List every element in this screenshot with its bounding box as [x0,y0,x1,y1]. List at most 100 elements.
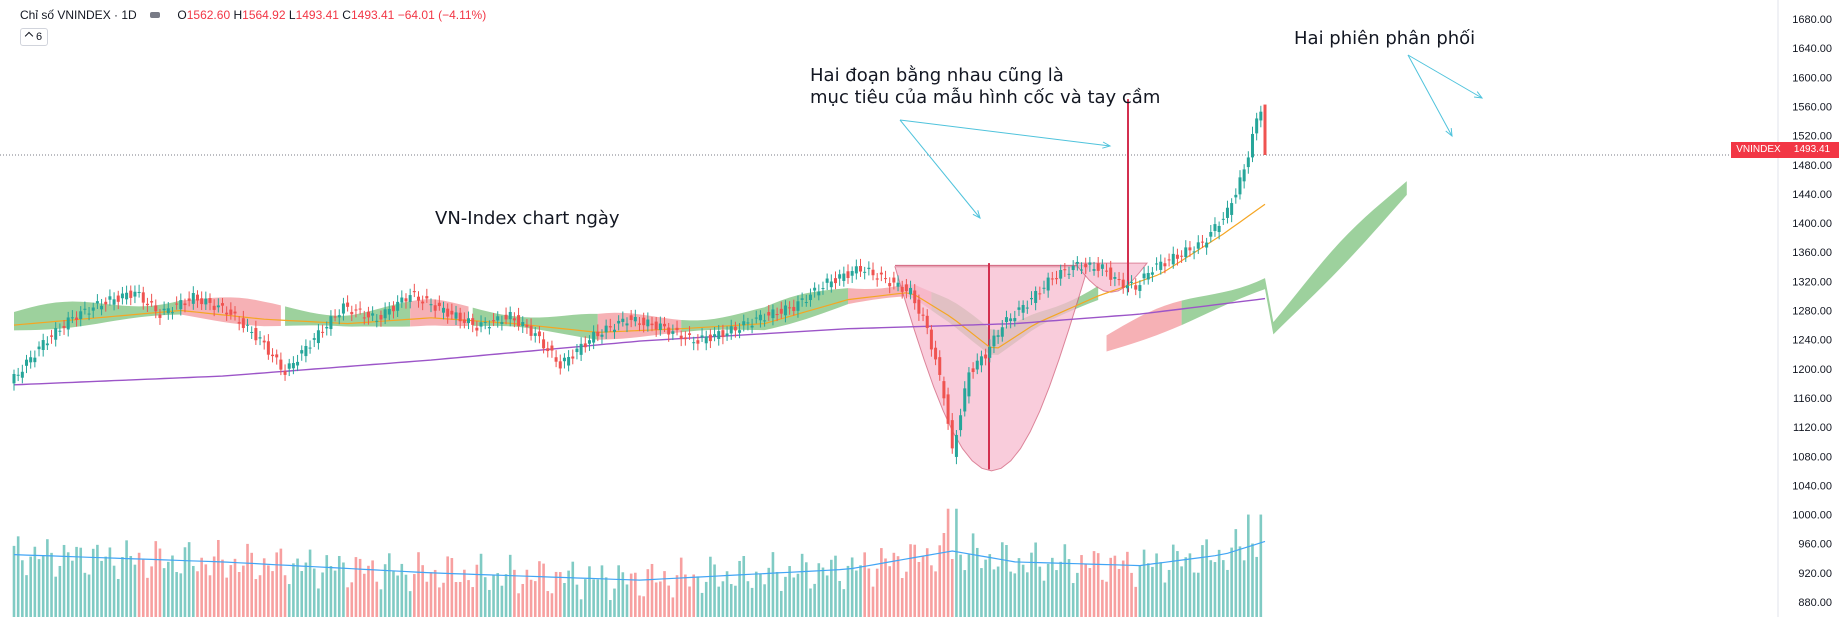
candle-body [1125,285,1129,289]
volume-bar [596,579,600,617]
flag-icon[interactable] [150,12,161,19]
candle-body [446,308,450,317]
volume-bar [1230,547,1233,617]
volume-bar [725,571,729,617]
candle-body [492,320,496,322]
volume-bar [805,562,808,617]
volume-bar [1034,542,1037,617]
volume-bar [859,565,862,617]
candle-body [529,325,533,336]
volume-bar [1176,551,1179,617]
y-tick-label: 1120.00 [1793,422,1832,434]
candle-body [1150,272,1154,275]
volume-bar [900,578,904,617]
arrow-to-cup-head [972,210,981,219]
volume-bar [930,565,933,617]
candle-body [600,334,604,337]
candle-body [75,317,79,320]
candle-body [675,327,679,330]
candle-body [1109,267,1113,280]
candle-body [888,283,892,287]
candle-body [1138,285,1142,291]
volume-bar [262,558,266,617]
volume-bar [1217,549,1221,617]
change-value: −64.01 (−4.11%) [397,8,487,22]
volume-bar [850,557,854,617]
volume-bar [1209,560,1213,617]
candle-body [391,305,395,312]
volume-bar [325,555,329,617]
indicator-toggle[interactable]: 6 [20,28,49,46]
candle-body [863,271,867,273]
candle-body [808,294,812,301]
volume-bar [946,508,950,617]
candle-body [1192,251,1196,253]
candle-body [775,314,779,316]
volume-bar [346,587,349,617]
candle-body [387,309,391,315]
candle-body [366,311,370,318]
candle-body [137,291,141,293]
volume-bar [692,574,696,617]
candle-body [779,308,783,314]
candle-body [817,291,821,296]
candle-body [996,335,1000,337]
candle-body [1042,287,1046,289]
volume-bar [679,557,683,617]
volume-bar [221,559,224,617]
candle-body [1213,224,1217,232]
candle-body [275,354,279,358]
volume-bar [308,549,312,617]
candle-body [1080,269,1084,271]
volume-bar [617,565,620,617]
volume-bar [479,553,483,617]
high-value: 1564.92 [242,8,286,22]
volume-bar [813,583,816,617]
candle-body [575,348,579,353]
candle-body [458,312,462,322]
symbol-label[interactable]: Chỉ số VNINDEX · 1D [20,8,137,22]
candle-body [742,321,746,326]
candle-body [1071,265,1075,271]
volume-bar [1076,572,1079,617]
volume-bar [579,599,583,617]
candle-body [283,371,287,375]
candle-body [1180,255,1184,257]
candle-body [604,325,608,333]
volume-bar [267,565,270,617]
volume-bar [609,600,612,617]
candle-body [571,356,575,359]
candle-body [708,334,712,342]
price-tag-value: 1493.41 [1785,142,1839,158]
candle-body [83,308,87,310]
volume-bar [938,545,942,617]
open-value: 1562.60 [186,8,231,22]
candle-body [225,312,229,315]
candle-body [792,306,796,312]
candle-body [621,318,625,322]
volume-bar [675,575,679,617]
volume-bar [796,573,800,617]
volume-bar [446,556,449,617]
volume-bar [667,585,670,617]
volume-bar [1222,560,1225,617]
volume-bar [1121,560,1125,617]
candle-body [312,338,316,340]
volume-bar [784,576,787,617]
volume-bar [959,554,962,617]
candle-body [112,299,116,305]
volume-bar [1021,564,1025,617]
volume-bar [183,547,187,617]
y-tick-label: 1240.00 [1792,335,1832,347]
candle-body [934,347,938,360]
y-tick-label: 1040.00 [1792,480,1832,492]
volume-bar [83,572,87,617]
candle-body [212,305,216,310]
candle-body [679,335,683,339]
y-tick-label: 1400.00 [1792,218,1832,230]
y-axis-panel [1778,0,1840,617]
candle-body [1000,327,1004,337]
volume-bar [613,588,616,617]
